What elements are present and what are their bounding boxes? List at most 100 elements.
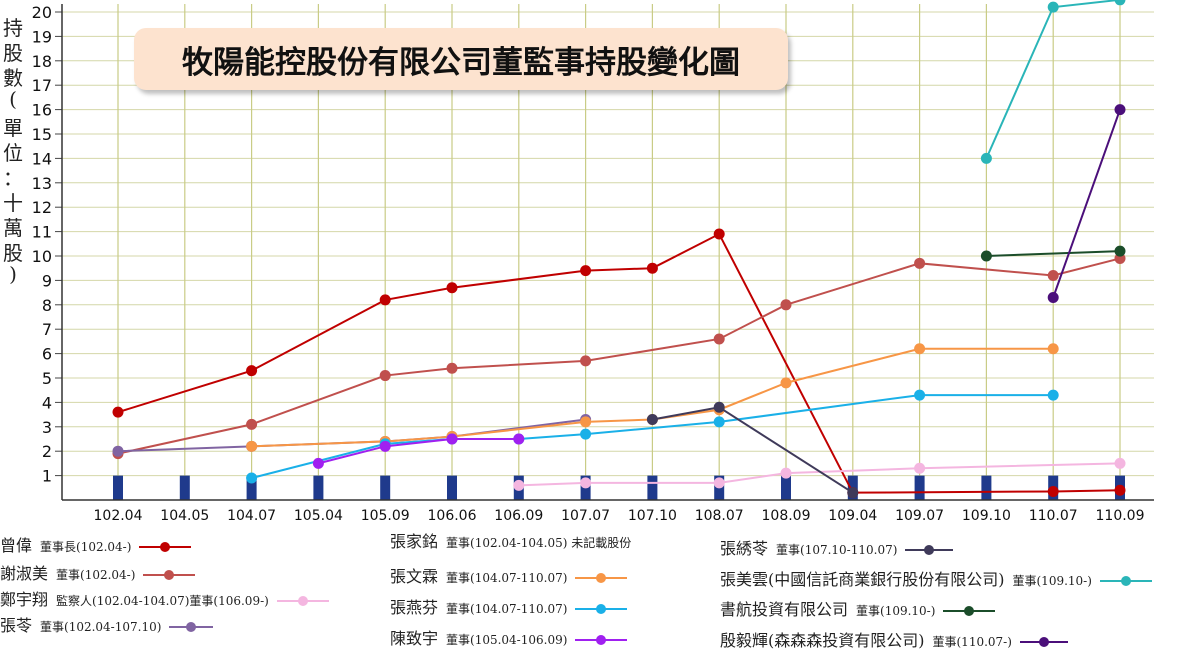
y-tick-label: 3 bbox=[42, 418, 52, 437]
y-tick-label: 19 bbox=[32, 27, 52, 46]
y-tick-label: 8 bbox=[42, 296, 52, 315]
y-axis-label-char: 萬 bbox=[3, 216, 23, 240]
legend-item: 張家銘 董事(102.04-104.05) 未記載股份 bbox=[390, 528, 631, 552]
data-point bbox=[446, 433, 458, 445]
legend-swatch bbox=[943, 605, 996, 616]
x-tick-label: 109.07 bbox=[895, 508, 944, 524]
data-point bbox=[713, 228, 725, 240]
y-axis-label-char: 數 bbox=[3, 66, 23, 90]
legend-swatch-dot bbox=[924, 544, 935, 555]
data-point bbox=[246, 440, 258, 452]
legend-swatch bbox=[143, 569, 196, 580]
data-point bbox=[379, 294, 391, 306]
data-point bbox=[780, 467, 792, 479]
data-point bbox=[246, 472, 258, 484]
legend-name: 張美雲(中國信託商業銀行股份有限公司) bbox=[720, 570, 1005, 589]
data-point bbox=[980, 250, 992, 262]
y-tick-label: 17 bbox=[32, 76, 52, 95]
data-point bbox=[580, 428, 592, 440]
legend-name: 陳致宇 bbox=[390, 629, 439, 648]
data-point bbox=[580, 265, 592, 277]
data-point bbox=[1114, 0, 1126, 6]
legend-swatch-dot bbox=[1038, 636, 1049, 647]
legend-swatch-dot bbox=[160, 541, 171, 552]
x-tick-label: 108.07 bbox=[695, 508, 744, 524]
y-axis-label-char: 位 bbox=[3, 141, 23, 165]
legend-swatch-dot bbox=[186, 621, 197, 632]
data-point bbox=[246, 418, 258, 430]
data-point bbox=[646, 413, 658, 425]
x-tick-label: 109.04 bbox=[828, 508, 877, 524]
legend-swatch-dot bbox=[596, 634, 607, 645]
legend-item: 曾偉 董事長(102.04-) bbox=[0, 532, 193, 556]
x-tick-label: 107.07 bbox=[561, 508, 610, 524]
legend-role: 董事(102.04-) bbox=[56, 568, 136, 582]
data-point bbox=[914, 389, 926, 401]
data-point bbox=[914, 257, 926, 269]
data-point bbox=[847, 487, 859, 499]
data-point bbox=[914, 462, 926, 474]
x-tick-label: 108.09 bbox=[762, 508, 811, 524]
data-point bbox=[1114, 104, 1126, 116]
data-point bbox=[580, 355, 592, 367]
data-point bbox=[1047, 1, 1059, 13]
legend-name: 張家銘 bbox=[390, 532, 439, 551]
y-tick-label: 2 bbox=[42, 442, 52, 461]
legend-role: 董事長(102.04-) bbox=[40, 540, 132, 554]
data-point bbox=[1047, 389, 1059, 401]
data-point bbox=[780, 299, 792, 311]
data-point bbox=[312, 457, 324, 469]
legend-item: 張燕芬 董事(104.07-110.07) bbox=[390, 594, 629, 618]
bar-marker bbox=[246, 475, 257, 500]
data-point bbox=[246, 365, 258, 377]
series-line bbox=[1052, 109, 1121, 298]
legend-role: 董事(104.07-110.07) bbox=[446, 602, 568, 616]
y-tick-label: 5 bbox=[42, 369, 52, 388]
bar-marker bbox=[647, 475, 658, 500]
y-tick-label: 1 bbox=[42, 467, 52, 486]
bar-marker bbox=[113, 475, 123, 500]
bar-marker bbox=[781, 475, 791, 500]
legend-item: 謝淑美 董事(102.04-) bbox=[0, 560, 197, 584]
x-tick-label: 104.07 bbox=[227, 508, 276, 524]
data-point bbox=[713, 401, 725, 413]
chart-title: 牧陽能控股份有限公司董監事持股變化圖 bbox=[182, 44, 740, 81]
legend-swatch-dot bbox=[164, 569, 175, 580]
legend-name: 曾偉 bbox=[0, 536, 33, 555]
data-point bbox=[713, 333, 725, 345]
legend-name: 張燕芬 bbox=[390, 598, 439, 617]
legend-item: 殷毅輝(森森森投資有限公司) 董事(110.07-) bbox=[720, 627, 1070, 651]
legend-item: 書航投資有限公司 董事(109.10-) bbox=[720, 596, 997, 620]
data-point bbox=[580, 477, 592, 489]
bar-marker bbox=[380, 475, 391, 500]
chart-bars bbox=[113, 475, 1125, 500]
data-point bbox=[513, 433, 525, 445]
x-tick-label: 110.07 bbox=[1029, 508, 1078, 524]
legend-swatch-dot bbox=[297, 595, 308, 606]
legend-item: 張苓 董事(102.04-107.10) bbox=[0, 612, 215, 636]
series-line bbox=[518, 462, 1121, 487]
y-tick-label: 13 bbox=[32, 174, 52, 193]
legend-role: 董事(102.04-104.05) 未記載股份 bbox=[446, 536, 632, 550]
legend-swatch-dot bbox=[596, 603, 607, 614]
legend-role: 董事(104.07-110.07) bbox=[446, 571, 568, 585]
data-point bbox=[446, 362, 458, 374]
data-point bbox=[914, 343, 926, 355]
y-axis-label-char: 單 bbox=[3, 116, 23, 140]
data-point bbox=[646, 262, 658, 274]
x-tick-label: 106.06 bbox=[428, 508, 477, 524]
bar-marker bbox=[447, 475, 457, 500]
data-point bbox=[112, 406, 124, 418]
legend-name: 殷毅輝(森森森投資有限公司) bbox=[720, 631, 925, 650]
chart-axes bbox=[55, 4, 1154, 501]
data-point bbox=[713, 416, 725, 428]
data-point bbox=[1114, 457, 1126, 469]
bar-marker bbox=[981, 475, 992, 500]
y-axis-label-char: 股 bbox=[3, 41, 23, 65]
x-tick-label: 107.10 bbox=[628, 508, 677, 524]
legend-name: 鄭宇翔 bbox=[0, 590, 49, 609]
legend-role: 董事(109.10-) bbox=[856, 604, 936, 618]
data-point bbox=[1114, 245, 1126, 257]
y-tick-label: 15 bbox=[32, 125, 52, 144]
